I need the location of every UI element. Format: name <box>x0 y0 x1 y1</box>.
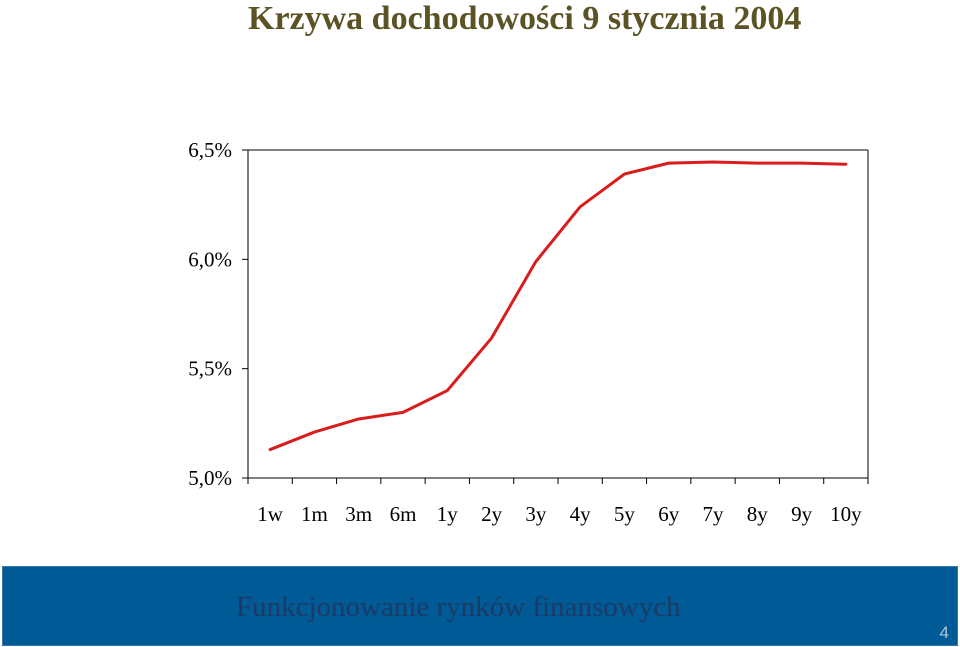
page-number: 4 <box>939 623 949 642</box>
yield-curve-chart: 5,0% 5,5% 6,0% 6,5% 1w 1m 3m 6m 1y 2y 3y 4y 5y 6y 7y 8y… <box>188 138 869 526</box>
y-tick-label: 6,5% <box>188 138 232 162</box>
x-tick-label: 3y <box>525 502 547 526</box>
x-tick-label: 2y <box>481 502 503 526</box>
x-tick-label: 8y <box>747 502 769 526</box>
x-tick-label: 1m <box>301 502 328 526</box>
y-tick-label: 5,5% <box>188 357 232 381</box>
x-tick-label: 6m <box>390 502 417 526</box>
series-line-0 <box>268 160 848 452</box>
x-tick-label: 7y <box>703 502 725 526</box>
x-tick-label: 4y <box>570 502 592 526</box>
y-tick-label: 5,0% <box>188 466 232 490</box>
x-tick-label: 10y <box>830 502 862 526</box>
footer-bar: Funkcjonowanie rynków finansowych 4 <box>2 566 958 646</box>
x-tick-label: 1w <box>257 502 284 526</box>
x-tick-label: 1y <box>437 502 459 526</box>
slide-title: Krzywa dochodowości 9 stycznia 2004 <box>248 0 802 37</box>
footer-text: Funkcjonowanie rynków finansowych <box>236 591 681 623</box>
x-tick-label: 3m <box>345 502 372 526</box>
x-tick-label: 6y <box>658 502 680 526</box>
x-tick-label: 9y <box>791 502 813 526</box>
y-tick-label: 6,0% <box>188 247 232 271</box>
x-tick-label: 5y <box>614 502 636 526</box>
